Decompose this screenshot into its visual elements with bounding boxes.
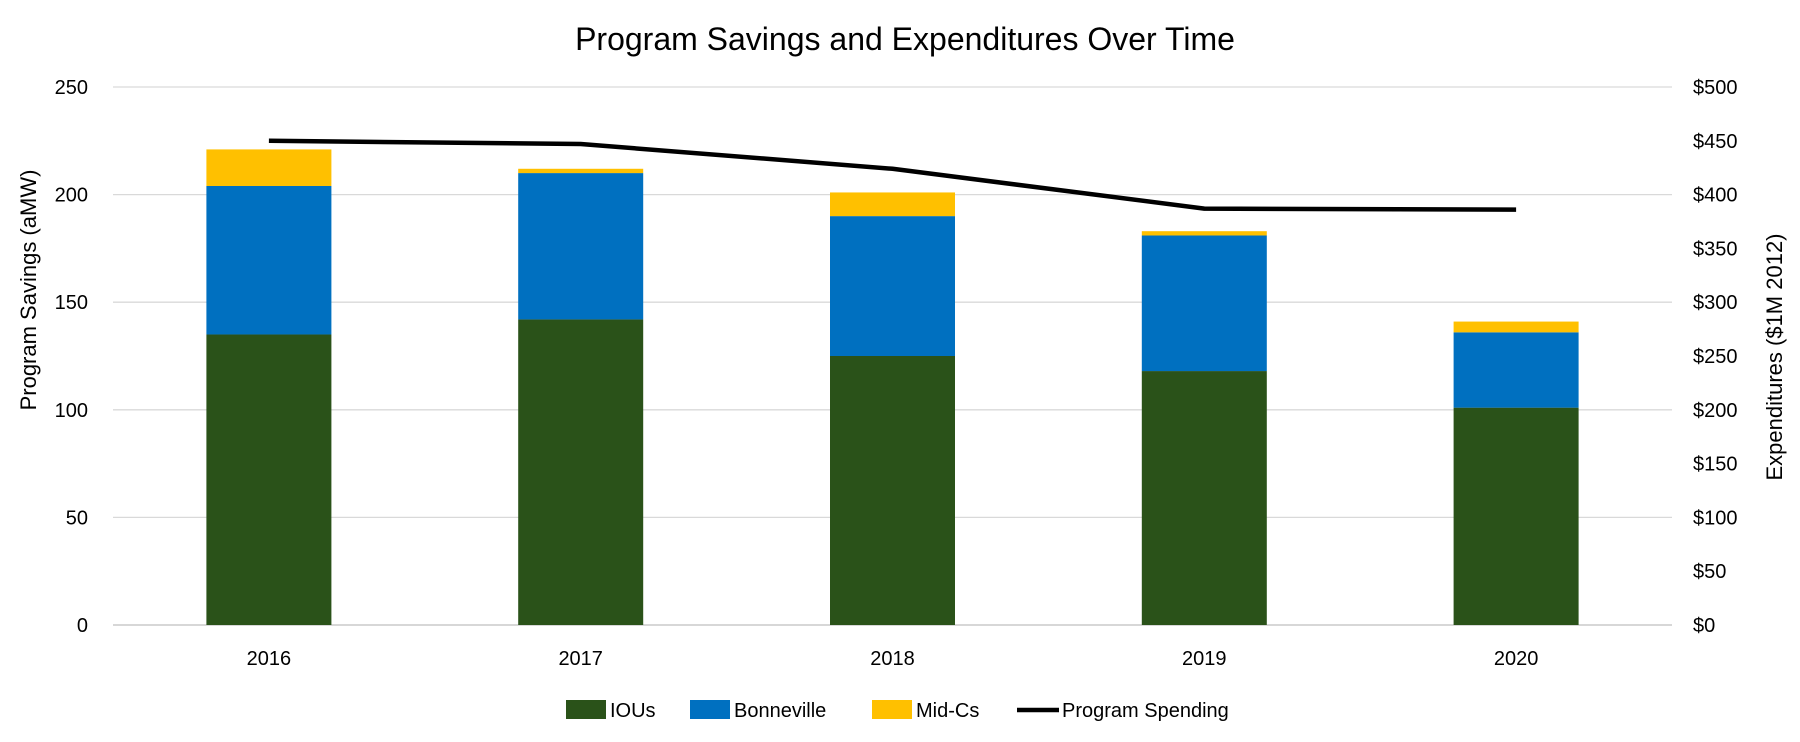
axes: 0 50 100 150 200 250 $0 $50 $100 $150 $200 $250 $300… xyxy=(55,77,1738,670)
y-tick-label-left: 150 xyxy=(55,292,88,314)
chart-title: Program Savings and Expenditures Over Ti… xyxy=(575,21,1235,57)
legend-swatch-ious xyxy=(566,700,606,719)
bar-ious xyxy=(518,319,644,625)
bars xyxy=(206,149,1579,625)
bar-bonneville xyxy=(518,173,644,320)
y-tick-label-right: $500 xyxy=(1693,77,1738,99)
legend-label-mid-cs: Mid-Cs xyxy=(916,700,979,722)
legend-swatch-bonneville xyxy=(690,700,730,719)
bar-ious xyxy=(830,356,955,625)
y-tick-label-right: $0 xyxy=(1693,615,1715,637)
y-tick-label-left: 100 xyxy=(55,400,88,422)
spending-line xyxy=(268,138,1517,212)
bar-bonneville xyxy=(830,216,955,356)
bar-ious xyxy=(1141,371,1267,625)
line-program-spending xyxy=(268,138,1517,212)
bar-bonneville xyxy=(206,185,332,335)
y-tick-label-left: 250 xyxy=(55,77,88,99)
bar-mid-cs xyxy=(1453,321,1579,333)
legend: IOUs Bonneville Mid-Cs Program Spending xyxy=(566,700,1229,722)
y-tick-label-right: $250 xyxy=(1693,346,1738,368)
y-tick-label-right: $300 xyxy=(1693,292,1738,314)
x-tick-label: 2019 xyxy=(1182,648,1227,670)
bar-ious xyxy=(1453,407,1579,625)
y-axis-title-right: Expenditures ($1M 2012) xyxy=(1762,233,1787,480)
bar-mid-cs xyxy=(830,192,955,217)
y-tick-label-right: $450 xyxy=(1693,131,1738,153)
y-axis-title-left: Program Savings (aMW) xyxy=(16,170,41,411)
bar-ious xyxy=(206,334,332,625)
y-tick-label-right: $200 xyxy=(1693,400,1738,422)
bar-bonneville xyxy=(1141,235,1267,372)
y-tick-label-left: 200 xyxy=(55,185,88,207)
y-tick-label-left: 50 xyxy=(66,507,88,529)
bar-mid-cs xyxy=(1141,231,1267,236)
y-tick-label-right: $350 xyxy=(1693,238,1738,260)
y-tick-label-left: 0 xyxy=(77,615,88,637)
x-tick-label: 2018 xyxy=(870,648,915,670)
legend-swatch-mid-cs xyxy=(872,700,912,719)
y-tick-label-right: $100 xyxy=(1693,507,1738,529)
bar-mid-cs xyxy=(206,149,332,186)
legend-label-program-spending: Program Spending xyxy=(1062,700,1229,722)
x-tick-label: 2016 xyxy=(247,648,292,670)
x-tick-label: 2017 xyxy=(558,648,603,670)
x-tick-label: 2020 xyxy=(1494,648,1539,670)
y-tick-label-right: $400 xyxy=(1693,185,1738,207)
bar-mid-cs xyxy=(518,168,644,174)
legend-label-bonneville: Bonneville xyxy=(734,700,826,722)
y-tick-label-right: $150 xyxy=(1693,454,1738,476)
legend-label-ious: IOUs xyxy=(610,700,656,722)
bar-bonneville xyxy=(1453,332,1579,408)
y-tick-label-right: $50 xyxy=(1693,561,1726,583)
